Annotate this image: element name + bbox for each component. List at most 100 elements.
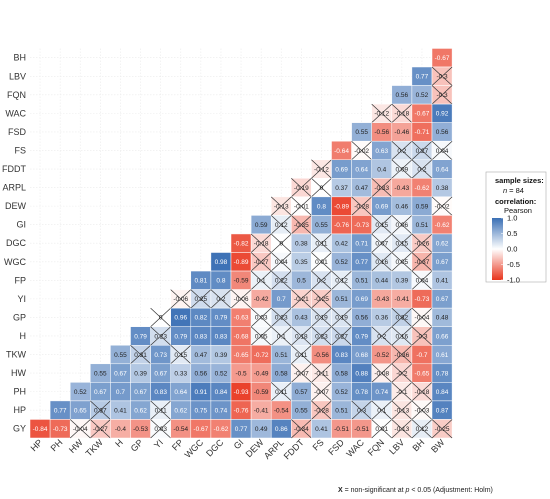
heatmap-cell: 0.7 bbox=[110, 382, 131, 402]
nonsignificant-cross bbox=[391, 103, 413, 123]
cell-value-label: 0.15 bbox=[396, 241, 409, 248]
y-tick-label: ARPL bbox=[2, 183, 26, 193]
heatmap-cell: -0.3 bbox=[431, 66, 453, 86]
heatmap-cell: 0.68 bbox=[351, 345, 372, 365]
y-tick-label: PH bbox=[13, 387, 26, 397]
heatmap-cell: 0.64 bbox=[351, 159, 372, 179]
heatmap-cell: 0.87 bbox=[431, 400, 453, 420]
heatmap-cell: 0.43 bbox=[291, 307, 312, 327]
cell-value-label: 0.77 bbox=[235, 426, 248, 433]
cell-value-label: -0.27 bbox=[93, 426, 108, 433]
heatmap-cell: -0.21 bbox=[291, 289, 312, 309]
cell-value-label: -0.34 bbox=[294, 426, 309, 433]
cell-value-label: 0.69 bbox=[375, 203, 388, 210]
nonsignificant-cross bbox=[371, 252, 393, 272]
cell-value-label: -0.04 bbox=[415, 315, 430, 322]
heatmap-cell: 0.51 bbox=[331, 400, 352, 420]
heatmap-cell: -0.56 bbox=[311, 345, 332, 365]
cell-value-label: 0.39 bbox=[215, 352, 228, 359]
heatmap-cell: -0.28 bbox=[351, 196, 372, 216]
cell-value-label: 0.59 bbox=[416, 203, 429, 210]
cell-value-label: 0.64 bbox=[355, 166, 368, 173]
heatmap-cell: 0.2 bbox=[411, 159, 433, 179]
cell-value-label: 0.55 bbox=[94, 370, 107, 377]
heatmap-cell: 0.2 bbox=[311, 270, 332, 290]
heatmap-cell: 0.84 bbox=[431, 382, 453, 402]
y-tick-label: BH bbox=[13, 53, 26, 63]
nonsignificant-cross bbox=[170, 344, 192, 365]
heatmap-cell: 0.84 bbox=[210, 382, 232, 402]
cell-value-label: 0.15 bbox=[375, 222, 388, 229]
cell-value-label: 0.11 bbox=[295, 352, 308, 359]
cell-value-label: -0.73 bbox=[53, 426, 68, 433]
cell-value-label: 0.77 bbox=[416, 74, 429, 81]
cell-value-label: 0.67 bbox=[134, 389, 147, 396]
cell-value-label: 0.16 bbox=[375, 259, 388, 266]
legend-tick-label: 1.0 bbox=[507, 214, 517, 223]
nonsignificant-cross bbox=[311, 159, 332, 179]
heatmap-cell: 0.09 bbox=[391, 159, 413, 179]
cell-value-label: -0.52 bbox=[374, 352, 389, 359]
nonsignificant-cross bbox=[311, 382, 332, 402]
heatmap-cell: -0.37 bbox=[411, 252, 433, 272]
cell-value-label: 0.11 bbox=[155, 407, 168, 414]
cell-value-label: 0.79 bbox=[174, 333, 187, 340]
heatmap-cell: -0.62 bbox=[411, 178, 433, 198]
cell-value-label: -0.13 bbox=[394, 407, 409, 414]
cell-value-label: -0.65 bbox=[234, 352, 249, 359]
cell-value-label: 0.5 bbox=[297, 278, 306, 285]
cell-value-label: 0.52 bbox=[335, 259, 348, 266]
nonsignificant-cross bbox=[411, 307, 433, 327]
heatmap-cell: -0.73 bbox=[411, 289, 433, 309]
heatmap-cell: -0.02 bbox=[431, 196, 453, 216]
nonsignificant-cross bbox=[270, 270, 292, 290]
cell-value-label: -0.67 bbox=[435, 55, 450, 62]
cell-value-label: 0.46 bbox=[396, 203, 409, 210]
heatmap-cell: 0.1 bbox=[250, 270, 272, 290]
nonsignificant-cross bbox=[411, 159, 433, 179]
nonsignificant-cross bbox=[391, 363, 413, 383]
cell-value-label: 0.56 bbox=[396, 92, 409, 99]
nonsignificant-cross bbox=[371, 363, 393, 383]
heatmap-cell: 0.88 bbox=[351, 363, 372, 383]
heatmap-cell: -0.54 bbox=[270, 400, 292, 420]
cell-value-label: -0.76 bbox=[334, 222, 349, 229]
heatmap-cell: 0.22 bbox=[270, 270, 292, 290]
cell-value-label: 0.88 bbox=[355, 370, 368, 377]
cell-value-label: -0.46 bbox=[394, 129, 409, 136]
cell-value-label: 0.92 bbox=[436, 111, 449, 118]
heatmap-cell: 0.59 bbox=[250, 215, 272, 235]
cell-value-label: 0.39 bbox=[134, 370, 147, 377]
cell-value-label: 0.42 bbox=[335, 241, 348, 248]
cell-value-label: -0.89 bbox=[234, 259, 249, 266]
cell-value-label: 0.36 bbox=[375, 315, 388, 322]
heatmap-cell: 0.37 bbox=[331, 178, 352, 198]
heatmap-cell: 0.41 bbox=[311, 419, 332, 439]
heatmap-cell: 0.32 bbox=[391, 307, 413, 327]
nonsignificant-cross bbox=[391, 326, 413, 346]
y-tick-label: GY bbox=[13, 424, 26, 434]
cell-value-label: 0.43 bbox=[295, 315, 308, 322]
heatmap-cell: 0.78 bbox=[351, 382, 372, 402]
heatmap-cell: 0.96 bbox=[170, 307, 192, 327]
heatmap-cell: -0.65 bbox=[411, 363, 433, 383]
cell-value-label: -0.3 bbox=[436, 74, 448, 81]
heatmap-cell: -0.56 bbox=[371, 122, 393, 142]
cell-value-label: 0.8 bbox=[317, 203, 326, 210]
cell-value-label: 0.74 bbox=[375, 389, 388, 396]
nonsignificant-cross bbox=[391, 400, 413, 420]
legend: sample sizes: n = 84 correlation: Pearson… bbox=[485, 171, 547, 285]
cell-value-label: 0.03 bbox=[154, 426, 167, 433]
legend-n-symbol: n bbox=[503, 186, 507, 195]
cell-value-label: 0.82 bbox=[195, 315, 208, 322]
nonsignificant-cross bbox=[311, 400, 332, 420]
cell-value-label: -0.33 bbox=[374, 185, 389, 192]
heatmap-cell: -0.26 bbox=[411, 233, 433, 253]
heatmap-cell: 0.15 bbox=[170, 344, 192, 365]
heatmap-cell: 0.57 bbox=[291, 382, 312, 402]
heatmap-cell: -0.68 bbox=[230, 326, 252, 346]
heatmap-cell: -0.13 bbox=[391, 419, 413, 439]
heatmap-cell: -0.04 bbox=[69, 419, 91, 439]
heatmap-cell: -0.62 bbox=[431, 215, 453, 235]
heatmap-cell: 0.07 bbox=[371, 233, 393, 253]
